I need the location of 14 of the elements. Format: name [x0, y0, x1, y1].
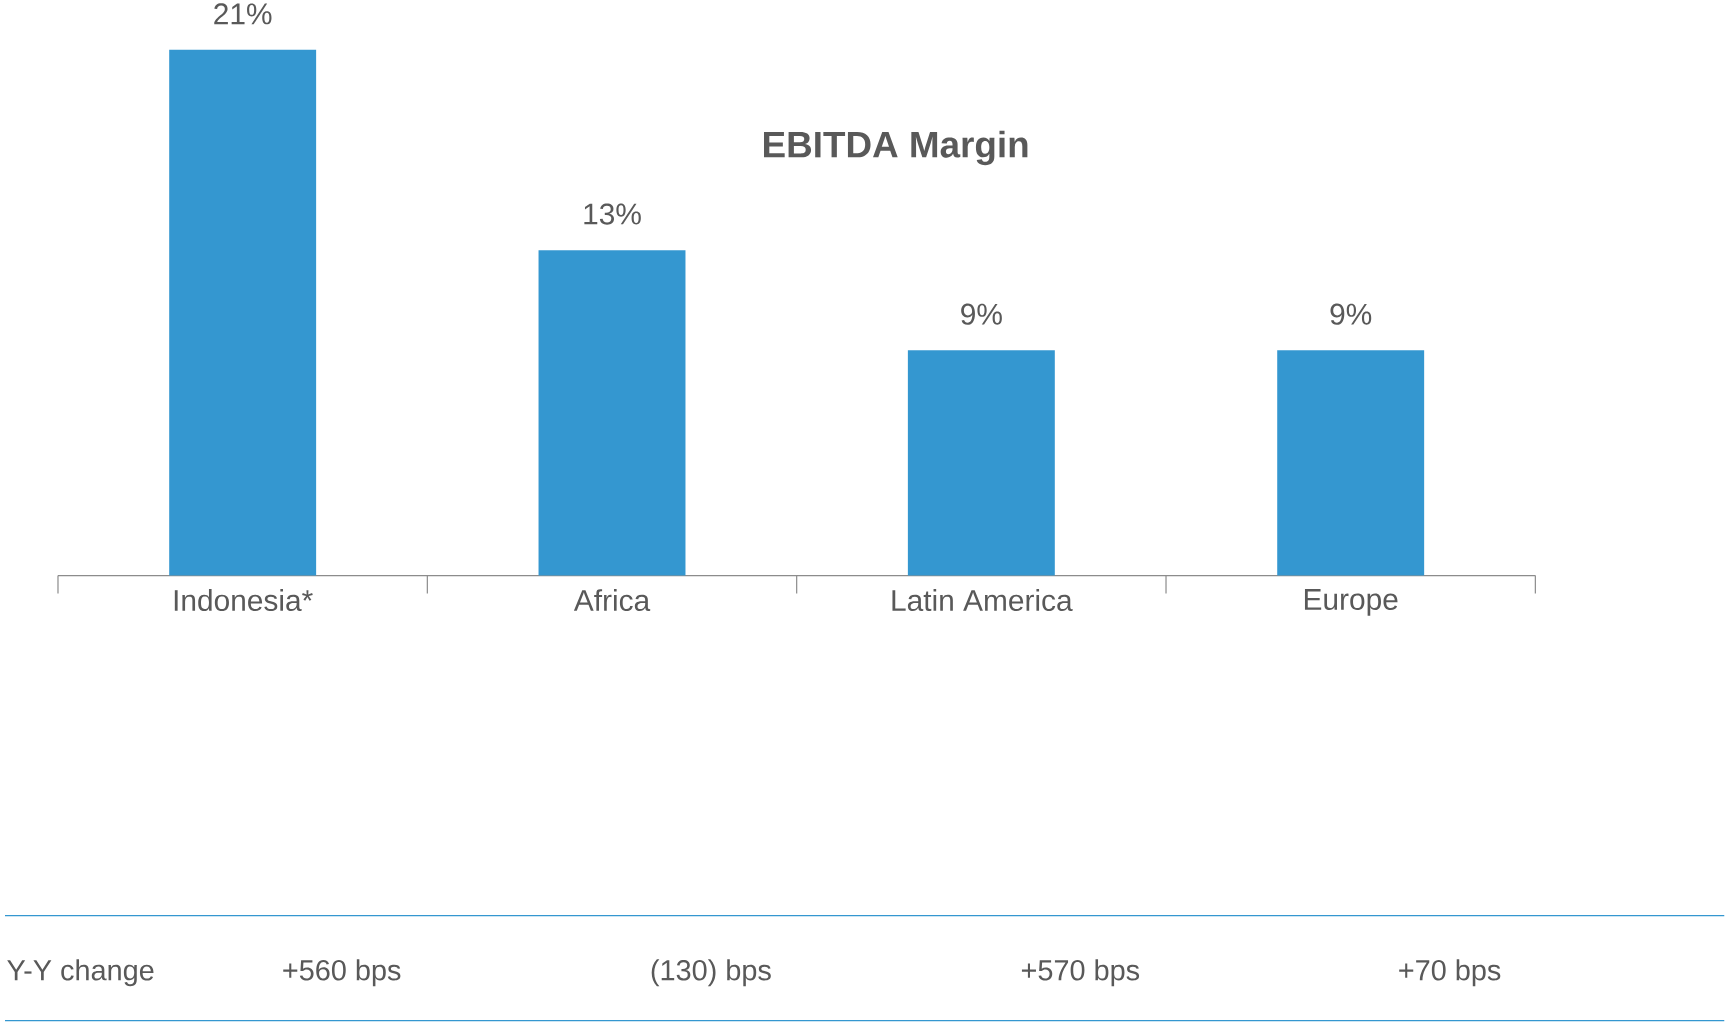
text: (130) bps [651, 959, 771, 987]
text: Y-Y change [7, 959, 154, 987]
x-tick-label: Indonesia* [174, 589, 313, 612]
data-label: 13% [584, 203, 641, 225]
data-label: 21% [214, 3, 272, 25]
data-label: 9% [1330, 303, 1372, 325]
text: EBITDA Margin [764, 130, 1028, 166]
data-label: 9% [961, 303, 1002, 325]
x-tick-label: Latin America [892, 589, 1073, 612]
x-tick-label: Africa [573, 589, 651, 612]
text: +560 bps [283, 959, 401, 987]
text: +70 bps [1399, 959, 1501, 987]
x-tick-label: Europe [1304, 589, 1398, 616]
text: +570 bps [1021, 959, 1140, 987]
